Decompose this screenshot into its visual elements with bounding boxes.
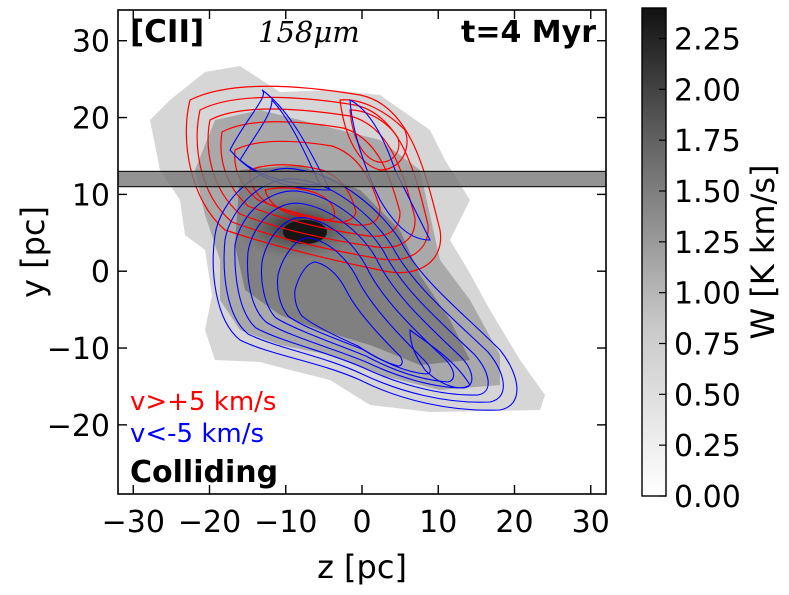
- x-tick-label: 10: [419, 505, 457, 540]
- colorbar-tick-label: 1.75: [674, 124, 741, 159]
- title-wavelength: 158μm: [258, 15, 360, 49]
- legend-blue: v<-5 km/s: [130, 419, 264, 449]
- colorbar-tick-label: 2.25: [674, 23, 741, 58]
- colorbar-tick-label: 1.00: [674, 277, 741, 312]
- title-time: t=4 Myr: [461, 15, 596, 50]
- colorbar-tick-label: 0.00: [674, 480, 741, 515]
- x-tick-label: 30: [572, 505, 610, 540]
- y-tick-label: 30: [72, 25, 110, 60]
- colorbar-tick-label: 2.00: [674, 73, 741, 108]
- blue-contours: [212, 89, 518, 411]
- x-axis: −30 −20 −10 0 10 20 30: [102, 10, 610, 540]
- colorbar-tick-label: 1.50: [674, 175, 741, 210]
- y-axis-label: y [pc]: [14, 206, 52, 298]
- red-contours: [185, 85, 442, 274]
- colorbar-tick-label: 0.75: [674, 328, 741, 363]
- selection-band: [118, 170, 606, 188]
- y-tick-label: −10: [47, 332, 110, 367]
- colorbar-tick-label: 0.50: [674, 378, 741, 413]
- annotation-colliding: Colliding: [130, 455, 278, 490]
- colorbar-label: W [K km/s]: [744, 164, 782, 339]
- y-tick-label: 0: [91, 255, 110, 290]
- title-species: [CII]: [130, 14, 204, 50]
- x-tick-label: −10: [254, 505, 317, 540]
- map-layer: [118, 66, 606, 412]
- y-tick-label: 20: [72, 102, 110, 137]
- y-tick-label: −20: [47, 409, 110, 444]
- colorbar-ticks: 2.25 2.00 1.75 1.50 1.25 1.00 0.75 0.50 0.25 0.00: [659, 23, 741, 515]
- y-axis: 30 20 10 0 −10 −20: [47, 25, 606, 444]
- x-tick-label: −30: [102, 505, 165, 540]
- x-tick-label: −20: [178, 505, 241, 540]
- x-tick-label: 20: [495, 505, 533, 540]
- colorbar-tick-label: 1.25: [674, 226, 741, 261]
- colorbar: [641, 7, 667, 497]
- y-tick-label: 10: [72, 178, 110, 213]
- colorbar-tick-label: 0.25: [674, 429, 741, 464]
- x-axis-label: z [pc]: [317, 548, 407, 586]
- x-tick-label: 0: [352, 505, 371, 540]
- legend-red: v>+5 km/s: [130, 387, 276, 417]
